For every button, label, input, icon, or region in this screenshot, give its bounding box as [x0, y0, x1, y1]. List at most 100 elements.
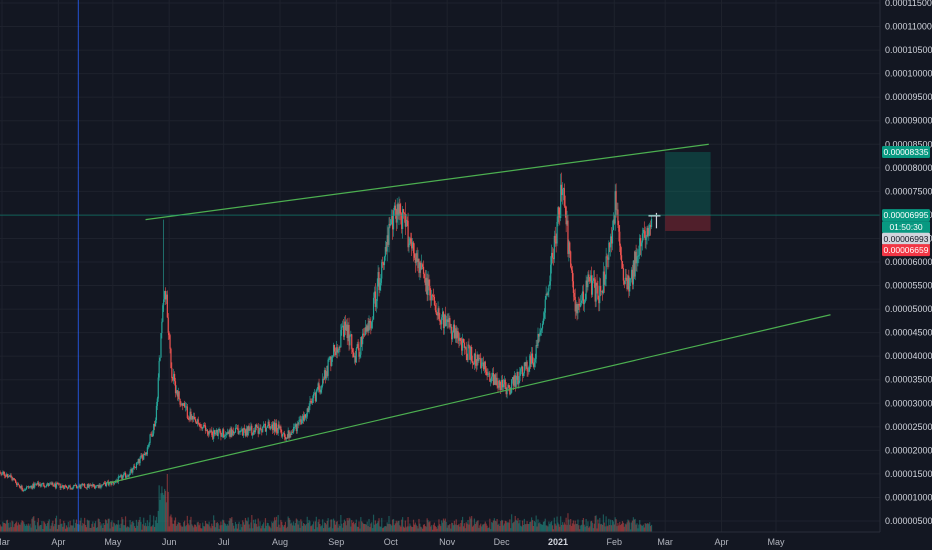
candle-body: [86, 484, 88, 488]
volume-bar: [235, 524, 237, 532]
volume-bar: [368, 518, 370, 532]
volume-bar: [13, 527, 15, 532]
candle-body: [52, 482, 54, 486]
candle-body: [336, 347, 338, 353]
volume-bar: [486, 525, 488, 532]
candle-body: [348, 324, 350, 346]
volume-bar: [191, 524, 193, 532]
candle-body: [569, 242, 571, 252]
volume-bar: [604, 526, 606, 532]
candle-body: [253, 430, 256, 433]
candle-body: [370, 322, 372, 329]
volume-bar: [643, 527, 645, 532]
candle-body: [173, 373, 175, 381]
volume-bar: [172, 523, 174, 532]
candle-body: [251, 425, 253, 436]
candle-body: [541, 323, 544, 329]
volume-bar: [295, 518, 297, 532]
volume-bar: [380, 526, 382, 532]
candle-body: [576, 304, 578, 314]
candle-body: [382, 262, 384, 264]
volume-bar: [414, 522, 416, 532]
candle-body: [18, 484, 20, 487]
candle-body: [38, 484, 40, 486]
candle-body: [6, 474, 9, 478]
candle-body: [298, 420, 300, 425]
volume-bar: [343, 519, 346, 532]
candle-body: [384, 246, 386, 257]
candle-body: [158, 360, 160, 378]
candle-body: [164, 290, 166, 300]
candle-body: [383, 256, 386, 266]
candle-body: [382, 262, 385, 266]
volume-bar: [169, 516, 171, 532]
volume-bar: [34, 520, 36, 532]
volume-bar: [362, 523, 365, 532]
candle-body: [612, 219, 614, 230]
candle-body: [200, 426, 202, 428]
volume-bar: [75, 519, 78, 532]
volume-bar: [52, 520, 54, 532]
candle-body: [415, 253, 417, 263]
candle-body: [294, 424, 297, 427]
volume-bar: [122, 519, 124, 532]
volume-bar: [107, 518, 109, 532]
volume-bar: [511, 514, 513, 532]
volume-bar: [327, 518, 329, 532]
volume-bar: [32, 517, 34, 532]
candle-body: [283, 433, 286, 437]
candle-body: [175, 390, 178, 394]
volume-bar: [590, 521, 592, 532]
candle-body: [197, 419, 199, 424]
candle-body: [160, 333, 162, 358]
volume-bar: [341, 523, 343, 532]
candle-body: [194, 419, 197, 422]
volume-bar: [329, 526, 331, 532]
candle-body: [596, 282, 598, 286]
volume-bar: [108, 518, 110, 532]
candle-body: [257, 426, 259, 434]
candle-body: [312, 393, 315, 399]
candle-body: [494, 374, 496, 385]
volume-bar: [436, 528, 438, 532]
volume-bar: [620, 525, 622, 532]
candle-body: [570, 267, 573, 271]
volume-bar: [630, 529, 632, 532]
candle-body: [272, 424, 274, 431]
volume-bar: [161, 486, 163, 532]
candle-body: [274, 423, 277, 432]
candle-body: [563, 188, 565, 206]
volume-bar: [628, 520, 630, 532]
trend-channel[interactable]: [107, 143, 831, 484]
candle-body: [252, 434, 254, 436]
candle-body: [279, 426, 281, 428]
candle-body: [464, 347, 466, 348]
volume-bar: [422, 528, 424, 532]
candle-body: [304, 414, 307, 418]
time-axis-background[interactable]: [0, 532, 932, 550]
candle-body: [59, 483, 61, 488]
volume-bar: [189, 519, 191, 532]
price-axis-labels: 0.000083350.0000699501:50:300.000069930.…: [882, 146, 930, 257]
volume-bar: [190, 516, 192, 532]
volume-bar: [127, 526, 129, 532]
candle-body: [366, 325, 368, 332]
candle-body: [3, 471, 5, 474]
candle-body: [21, 485, 23, 490]
candle-body: [147, 446, 149, 448]
volume-bar: [510, 528, 512, 532]
candle-body: [101, 484, 103, 487]
candle-body: [130, 469, 132, 472]
price-badge-label: 0.00008335: [884, 147, 929, 157]
long-position-tool[interactable]: [665, 152, 711, 231]
candle-body: [369, 320, 371, 323]
volume-bar: [469, 516, 471, 532]
volume-bar: [5, 520, 8, 532]
volume-bar: [274, 520, 277, 532]
candle-body: [448, 317, 450, 323]
price-tick-label: 0.00004500: [885, 328, 932, 338]
candle-body: [303, 414, 306, 421]
price-axis-background[interactable]: [880, 0, 932, 532]
candle-body: [441, 311, 444, 318]
